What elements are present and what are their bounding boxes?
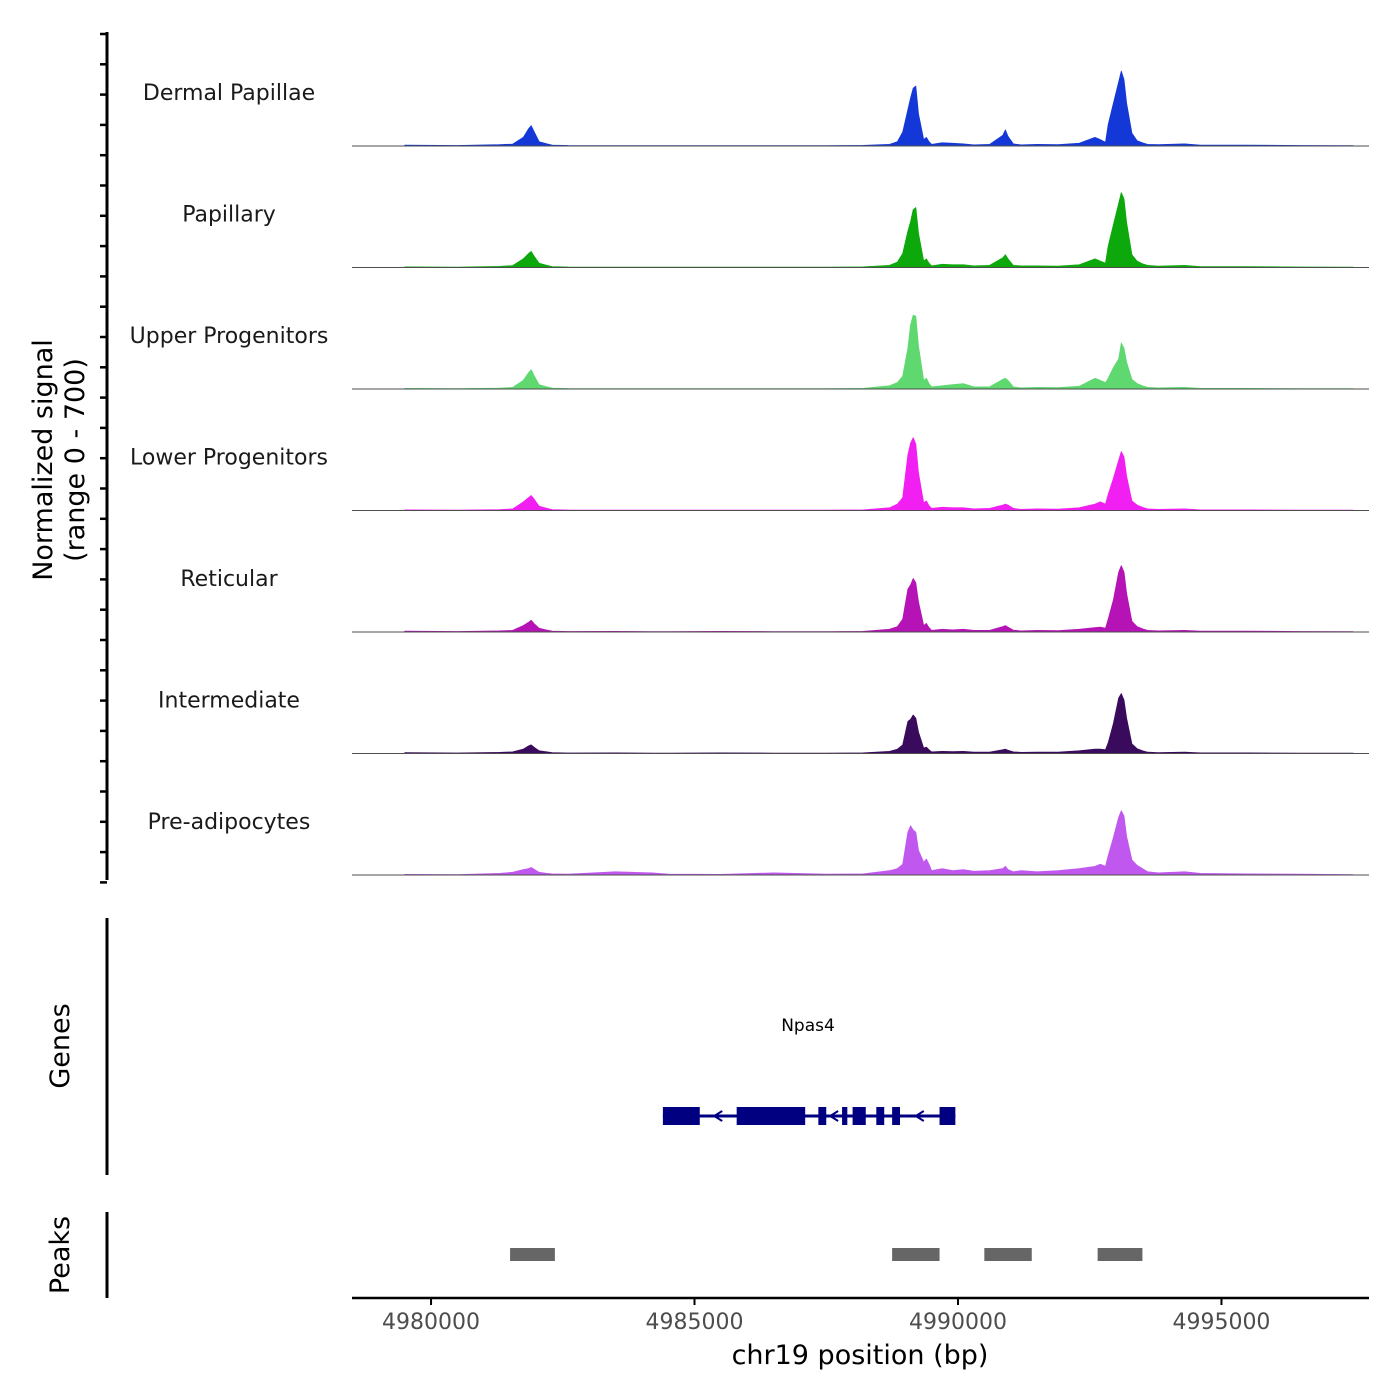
track-2: Upper Progenitors — [130, 314, 1369, 390]
track-5: Intermediate — [158, 689, 1369, 754]
track-3: Lower Progenitors — [130, 437, 1369, 511]
gene-exon — [662, 1107, 700, 1125]
signal-tracks: Dermal Papillae Papillary Upper Progenitor… — [130, 70, 1369, 876]
track-1: Papillary — [182, 192, 1369, 268]
signal-area — [404, 70, 1354, 147]
x-axis-ticks: 4980000 4985000 4990000 4995000 — [382, 1298, 1270, 1335]
track-label: Intermediate — [158, 689, 300, 714]
strand-arrow — [712, 1110, 723, 1122]
track-label: Pre-adipocytes — [148, 810, 311, 835]
signal-area — [404, 192, 1354, 268]
track-label: Dermal Papillae — [143, 81, 315, 106]
x-tick-label: 4990000 — [909, 1310, 1007, 1335]
track-4: Reticular — [180, 565, 1369, 633]
track-6: Pre-adipocytes — [148, 810, 1369, 876]
gene-track: Npas4 — [662, 1016, 956, 1125]
gene-exon — [892, 1107, 901, 1125]
strand-arrow — [913, 1110, 925, 1122]
x-tick-label: 4985000 — [646, 1310, 744, 1335]
track-label: Papillary — [182, 203, 276, 228]
track-label: Lower Progenitors — [130, 446, 328, 471]
peak-block — [510, 1248, 555, 1261]
y-axis-title-line1: Normalized signal — [28, 339, 59, 581]
gene-exon — [818, 1107, 827, 1125]
signal-area — [404, 810, 1354, 876]
peak-block — [892, 1248, 940, 1261]
gene-exon — [842, 1107, 848, 1125]
signal-area — [404, 565, 1354, 633]
signal-area — [404, 693, 1354, 754]
peak-block — [984, 1248, 1032, 1261]
genes-label: Genes — [45, 1003, 76, 1088]
signal-area — [404, 314, 1354, 390]
signal-area — [404, 437, 1354, 511]
peak-block — [1097, 1248, 1143, 1261]
gene-exon — [876, 1107, 885, 1125]
strand-arrow — [828, 1110, 839, 1122]
track-label: Upper Progenitors — [130, 324, 329, 349]
peaks-label: Peaks — [45, 1216, 76, 1294]
gene-exon — [736, 1107, 806, 1125]
gene-exon — [939, 1107, 956, 1125]
track-label: Reticular — [180, 567, 278, 592]
gene-name-label: Npas4 — [781, 1016, 835, 1036]
peak-track — [510, 1248, 1143, 1261]
x-tick-label: 4980000 — [382, 1310, 480, 1335]
x-axis-title: chr19 position (bp) — [732, 1340, 989, 1371]
y-axis-title-line2: (range 0 - 700) — [60, 358, 91, 562]
gene-exon — [852, 1107, 866, 1125]
track-0: Dermal Papillae — [143, 70, 1369, 147]
x-tick-label: 4995000 — [1172, 1310, 1270, 1335]
